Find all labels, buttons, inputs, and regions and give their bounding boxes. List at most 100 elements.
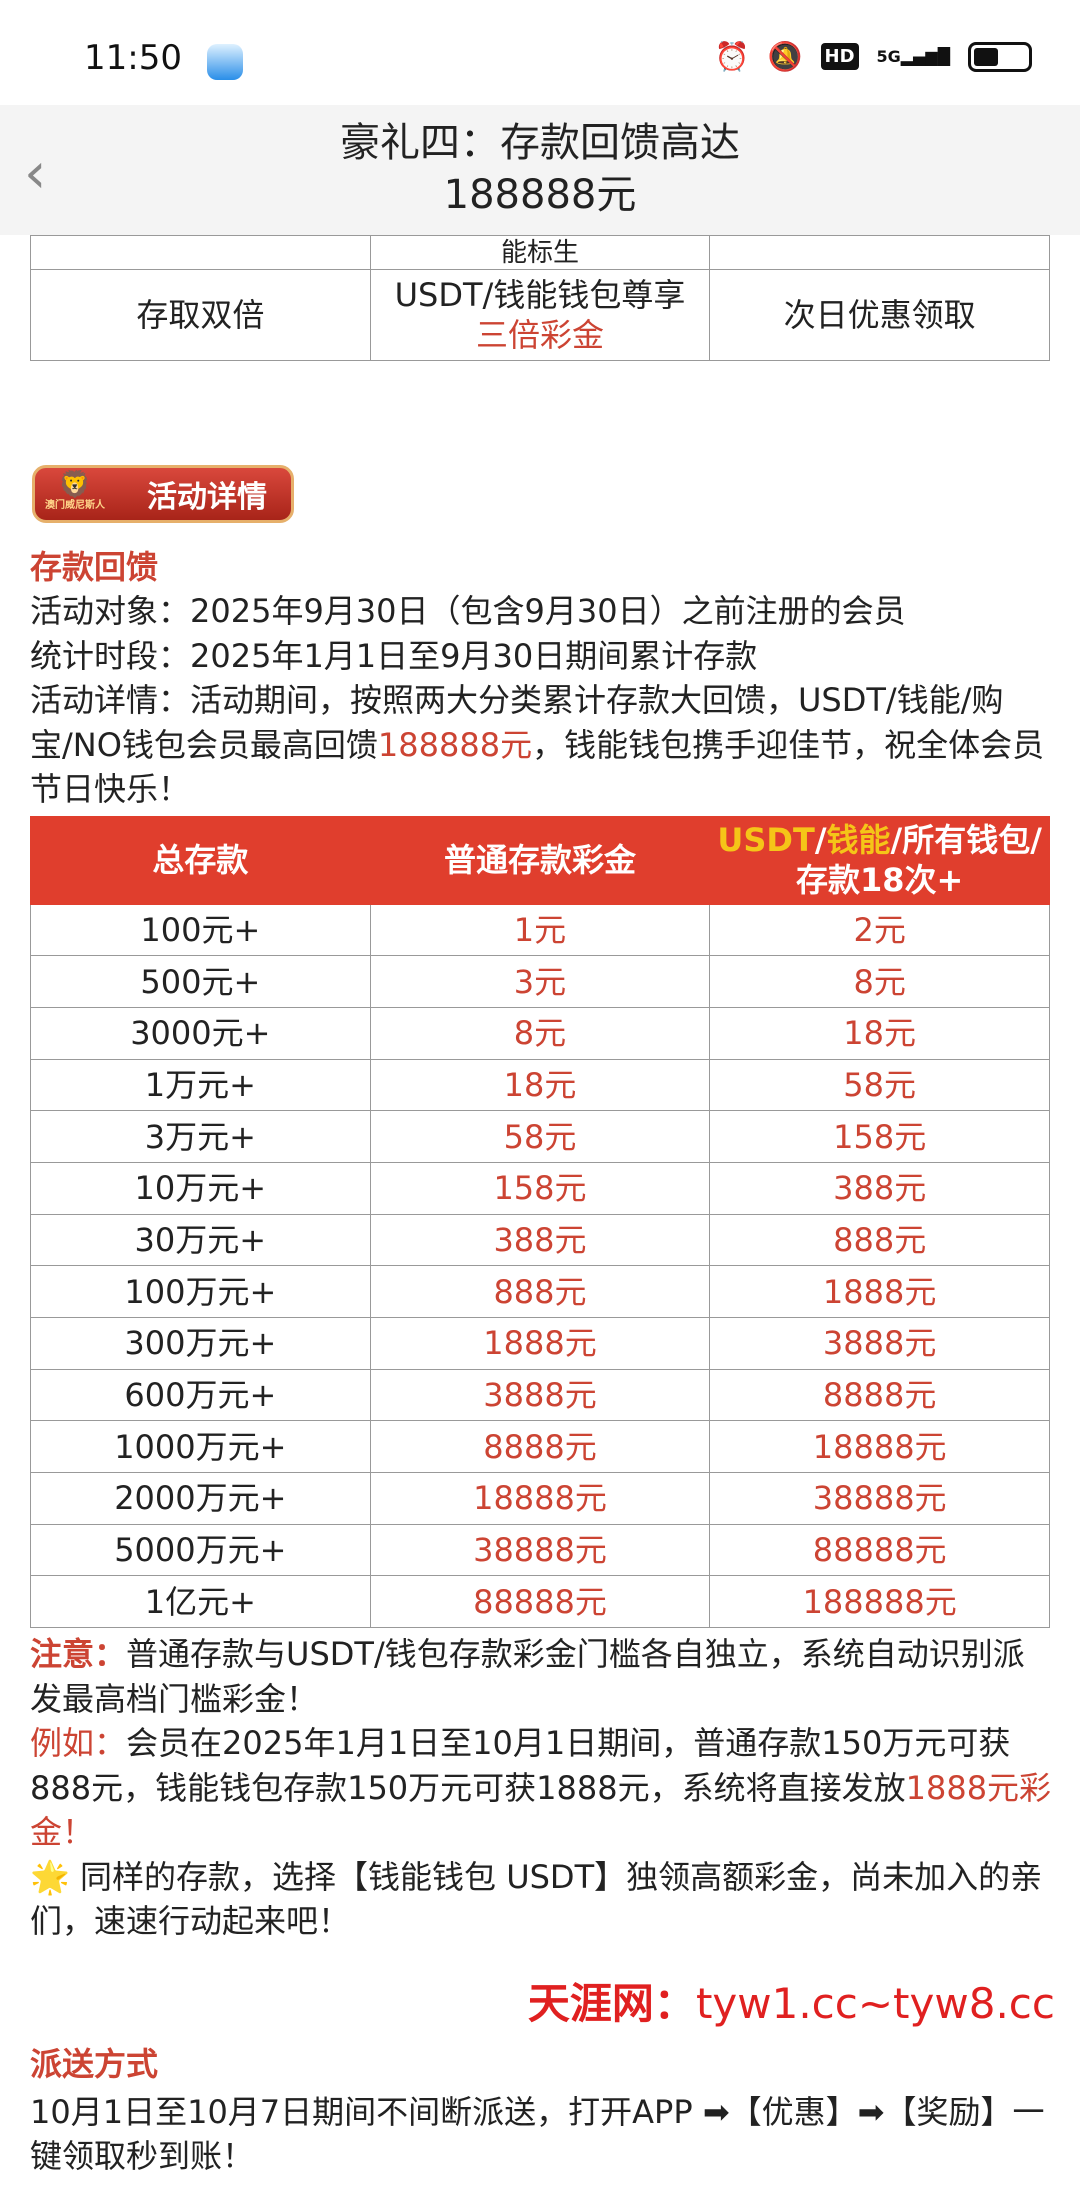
header-sep: / bbox=[814, 821, 827, 859]
content: 存款回馈 活动对象：2025年9月30日（包含9月30日）之前注册的会员 统计时… bbox=[30, 545, 1055, 2179]
header-qianneng: 钱能 bbox=[826, 821, 891, 859]
cell: 188888元 bbox=[709, 1575, 1050, 1629]
cell: 158元 bbox=[709, 1110, 1050, 1163]
cell: 1万元+ bbox=[30, 1058, 371, 1112]
cell: 600万元+ bbox=[30, 1368, 371, 1422]
status-bar: 11:50 ⏰ 🔕 HD 5G▂▄▆█ bbox=[0, 0, 1080, 105]
table-row: 500元+ 3元 8元 bbox=[30, 955, 1050, 1008]
page-title: 豪礼四：存款回馈高达 188888元 bbox=[0, 117, 1080, 221]
note: 注意：普通存款与USDT/钱包存款彩金门槛各自独立，系统自动识别派发最高档门槛彩… bbox=[30, 1632, 1055, 1721]
cell: 3888元 bbox=[369, 1368, 711, 1422]
header-total-deposit: 总存款 bbox=[30, 815, 371, 905]
header-rest: /所有钱包/存款18次+ bbox=[795, 821, 1042, 899]
cell: 8元 bbox=[709, 955, 1050, 1008]
network-label: 5G bbox=[876, 47, 901, 66]
cell: 100元+ bbox=[30, 903, 371, 957]
hd-icon: HD bbox=[820, 43, 859, 70]
table-row: 2000万元+ 18888元 38888元 bbox=[30, 1472, 1050, 1525]
activity-period: 统计时段：2025年1月1日至9月30日期间累计存款 bbox=[30, 636, 758, 675]
cell: 次日优惠领取 bbox=[709, 269, 1050, 361]
example-label: 例如： bbox=[30, 1724, 127, 1763]
table-row: 1亿元+ 88888元 188888元 bbox=[30, 1575, 1050, 1629]
5g-signal-icon: 5G▂▄▆█ bbox=[876, 47, 950, 66]
table-row: 能标生 bbox=[30, 235, 1050, 270]
benefits-table: 能标生 存取双倍 USDT/钱能钱包尊享 三倍彩金 次日优惠领取 bbox=[30, 235, 1050, 361]
cell: 388元 bbox=[369, 1213, 711, 1267]
table-row: 30万元+ 388元 888元 bbox=[30, 1213, 1050, 1267]
note-label: 注意： bbox=[30, 1635, 127, 1674]
cell-highlight: 三倍彩金 bbox=[475, 316, 604, 354]
cell: 38888元 bbox=[369, 1523, 711, 1577]
cell: 8元 bbox=[369, 1006, 711, 1060]
cell: 3万元+ bbox=[30, 1110, 371, 1163]
cell: 30万元+ bbox=[30, 1213, 371, 1267]
table-row: 300万元+ 1888元 3888元 bbox=[30, 1317, 1050, 1370]
table-row: 1万元+ 18元 58元 bbox=[30, 1058, 1050, 1112]
activity-detail: 活动详情：活动期间，按照两大分类累计存款大回馈，USDT/钱能/购宝/NO钱包会… bbox=[30, 678, 1055, 812]
table-row: 1000万元+ 8888元 18888元 bbox=[30, 1420, 1050, 1474]
alarm-icon: ⏰ bbox=[714, 40, 750, 73]
watermark-url: tyw1.cc~tyw8.cc bbox=[695, 1978, 1055, 2028]
logo-text: 澳门威尼斯人 bbox=[45, 500, 105, 511]
cell: 300万元+ bbox=[30, 1317, 371, 1370]
cell: 3888元 bbox=[709, 1317, 1050, 1370]
table-row: 100万元+ 888元 1888元 bbox=[30, 1265, 1050, 1318]
cell: 38888元 bbox=[709, 1472, 1050, 1525]
title-line-2: 188888元 bbox=[443, 172, 637, 218]
detail-text: ，钱能钱包携手迎佳节，祝全体会员节日快乐！ bbox=[30, 725, 1045, 809]
table-row: 10万元+ 158元 388元 bbox=[30, 1161, 1050, 1215]
example-text: 会员在2025年1月1日至10月1日期间，普通存款150万元可获888元，钱能钱… bbox=[30, 1724, 1011, 1807]
note-text: 普通存款与USDT/钱包存款彩金门槛各自独立，系统自动识别派发最高档门槛彩金！ bbox=[30, 1635, 1025, 1718]
tip: 🌟 同样的存款，选择【钱能钱包 USDT】独领高额彩金，尚未加入的亲们，速速行动… bbox=[30, 1855, 1055, 1944]
cell: 1888元 bbox=[369, 1317, 711, 1370]
cell: 58元 bbox=[369, 1110, 711, 1163]
cell: 88888元 bbox=[709, 1523, 1050, 1577]
table-row: 3000元+ 8元 18元 bbox=[30, 1006, 1050, 1060]
lion-logo-icon: 🦁 澳门威尼斯人 bbox=[45, 470, 105, 511]
cell: 3元 bbox=[369, 955, 711, 1008]
watermark-site: 天涯网： bbox=[527, 1978, 696, 2028]
watermark: 天涯网：tyw1.cc~tyw8.cc bbox=[30, 1974, 1055, 2034]
cell: 88888元 bbox=[369, 1575, 711, 1629]
cell: 18888元 bbox=[709, 1420, 1050, 1474]
cell-text: USDT/钱能钱包尊享 bbox=[394, 276, 686, 314]
table-header: 总存款 普通存款彩金 USDT/钱能/所有钱包/存款18次+ bbox=[30, 815, 1050, 905]
table-row: 100元+ 1元 2元 bbox=[30, 903, 1050, 957]
detail-text: 活动详情：活动期间，按照两大分类累计存款大回馈，USDT/钱能/购宝/NO钱包会… bbox=[30, 681, 1004, 764]
table-row: 存取双倍 USDT/钱能钱包尊享 三倍彩金 次日优惠领取 bbox=[30, 269, 1050, 361]
activity-details-badge: 🦁 澳门威尼斯人 活动详情 bbox=[32, 465, 294, 523]
cell: 1亿元+ bbox=[30, 1575, 371, 1629]
detail-highlight: 188888元 bbox=[377, 725, 533, 764]
cell: 3000元+ bbox=[30, 1006, 371, 1060]
chevron-left-icon[interactable]: ‹ bbox=[24, 141, 47, 206]
table-row: 600万元+ 3888元 8888元 bbox=[30, 1368, 1050, 1422]
cell: 5000万元+ bbox=[30, 1523, 371, 1577]
cell: 10万元+ bbox=[30, 1161, 371, 1215]
example: 例如：会员在2025年1月1日至10月1日期间，普通存款150万元可获888元，… bbox=[30, 1721, 1055, 1855]
section-heading: 派送方式 bbox=[30, 2044, 159, 2083]
cell: 18888元 bbox=[369, 1472, 711, 1525]
cell: 888元 bbox=[709, 1213, 1050, 1267]
cell: 888元 bbox=[369, 1265, 711, 1318]
cell: 8888元 bbox=[709, 1368, 1050, 1422]
cell: USDT/钱能钱包尊享 三倍彩金 bbox=[369, 269, 711, 361]
cell: 18元 bbox=[369, 1058, 711, 1112]
bell-muted-icon: 🔕 bbox=[767, 40, 803, 73]
title-line-1: 豪礼四：存款回馈高达 bbox=[340, 120, 740, 166]
delivery-text: 10月1日至10月7日期间不间断派送，打开APP ➡【优惠】➡【奖励】一键领取秒… bbox=[30, 2092, 1045, 2176]
cell: 2元 bbox=[709, 903, 1050, 957]
cell: 388元 bbox=[709, 1161, 1050, 1215]
status-time: 11:50 bbox=[84, 38, 182, 78]
table-row: 3万元+ 58元 158元 bbox=[30, 1110, 1050, 1163]
cell: 存取双倍 bbox=[30, 269, 371, 361]
cell: 1888元 bbox=[709, 1265, 1050, 1318]
cell: 100万元+ bbox=[30, 1265, 371, 1318]
header-wallet-bonus: USDT/钱能/所有钱包/存款18次+ bbox=[709, 815, 1050, 905]
app-notification-icon bbox=[207, 44, 243, 80]
cell: 500元+ bbox=[30, 955, 371, 1008]
example-highlight: 1888元彩金！ bbox=[30, 1768, 1052, 1852]
cell: 2000万元+ bbox=[30, 1472, 371, 1525]
cell: 58元 bbox=[709, 1058, 1050, 1112]
header-normal-bonus: 普通存款彩金 bbox=[369, 815, 711, 905]
cell: 158元 bbox=[369, 1161, 711, 1215]
